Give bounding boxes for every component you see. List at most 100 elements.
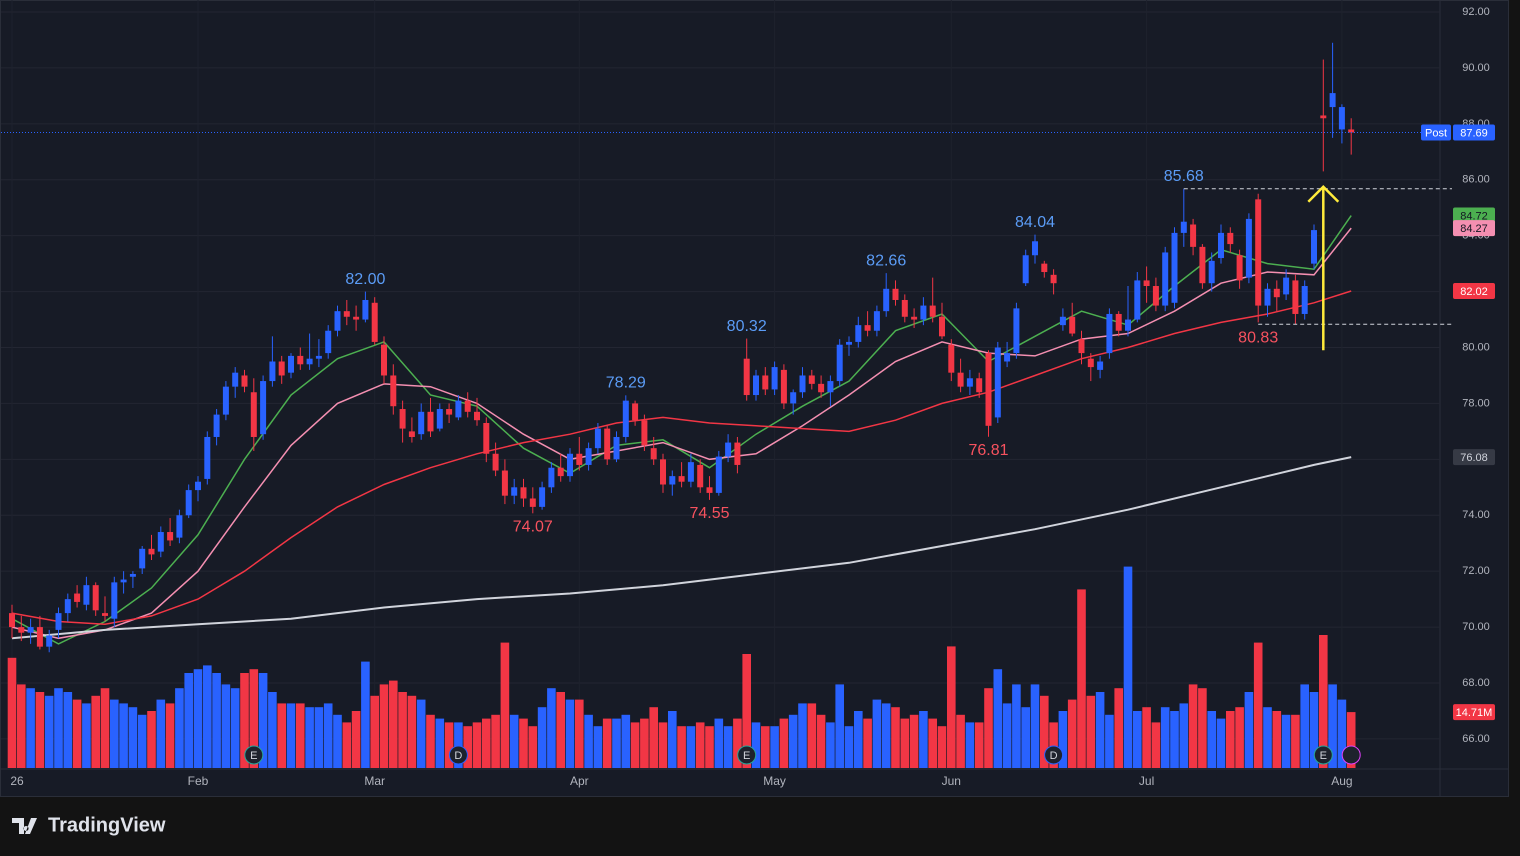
candle-body [1338, 107, 1345, 130]
post-label-box [1421, 124, 1451, 141]
post-label: Post [1425, 127, 1447, 139]
volume-bar [1300, 684, 1309, 768]
price-annotation: 85.68 [1164, 168, 1204, 185]
volume-bar [974, 722, 984, 768]
volume-bar [1142, 707, 1151, 768]
candle-body [734, 442, 741, 465]
candle-body [539, 487, 546, 507]
candle-body [669, 476, 676, 485]
volume-bar [258, 673, 268, 768]
volume-bar [361, 661, 370, 768]
volume-bar [937, 726, 947, 768]
volume-bar [695, 722, 705, 768]
candle-body [585, 448, 592, 465]
volume-bar [1030, 684, 1040, 768]
candle-body [278, 361, 285, 376]
volume-bar [761, 726, 770, 768]
volume-bar [1049, 722, 1058, 768]
volume-bar [537, 707, 547, 768]
volume-bar [993, 669, 1003, 768]
candle-body [604, 428, 611, 460]
volume-bar [1319, 635, 1328, 768]
price-label-box [1453, 704, 1495, 721]
x-tick-label: Mar [364, 774, 385, 788]
candle-body [36, 627, 43, 647]
volume-bar [7, 657, 17, 768]
candle-body [780, 369, 787, 404]
volume-bar [788, 714, 798, 768]
volume-bar [1337, 699, 1347, 768]
candle-body [1106, 313, 1113, 354]
event-label: E [1320, 750, 1327, 762]
y-tick-label: 70.00 [1462, 621, 1490, 633]
candle-body [222, 386, 229, 415]
candle-body [511, 487, 518, 496]
volume-bar [230, 688, 240, 768]
volume-bar [565, 699, 575, 768]
price-label: 84.27 [1460, 223, 1488, 235]
candle-body [929, 305, 936, 317]
volume-bar [1198, 688, 1207, 768]
volume-bar [44, 695, 54, 768]
volume-bar [658, 722, 668, 768]
candle-body [27, 627, 34, 633]
candle-body [650, 448, 657, 460]
candle-body [399, 409, 406, 429]
volume-bar [630, 722, 640, 768]
candle-body [46, 635, 53, 647]
volume-bar [1095, 692, 1105, 768]
y-tick-label: 80.00 [1462, 341, 1490, 353]
candle-body [818, 383, 825, 393]
candle-body [381, 344, 387, 376]
candle-body [1059, 316, 1066, 326]
candle-body [1050, 274, 1057, 284]
candle-body [204, 436, 211, 479]
volume-bar [779, 718, 789, 768]
price-annotation: 74.55 [689, 505, 729, 522]
volume-bar [342, 722, 352, 768]
brand-logo: TradingView [12, 814, 166, 836]
volume-bar [649, 707, 658, 768]
candle-body [855, 325, 862, 342]
candle-body [1329, 93, 1336, 108]
volume-bar [193, 669, 203, 768]
candle-body [64, 599, 71, 614]
candle-body [632, 403, 639, 421]
volume-bar [835, 684, 844, 768]
candle-body [613, 436, 620, 460]
candle-body [492, 453, 499, 471]
volume-bar [965, 722, 975, 768]
price-annotation: 82.66 [866, 252, 906, 269]
price-annotation: 80.32 [727, 318, 767, 335]
candle-body [911, 316, 918, 320]
volume-bar [407, 695, 417, 768]
volume-bar [556, 692, 565, 768]
volume-bar [100, 688, 110, 768]
candle-body [1041, 263, 1048, 273]
candle-body [920, 305, 927, 320]
x-tick-label: May [763, 774, 786, 788]
volume-bar [668, 711, 677, 768]
event-label: E [743, 750, 750, 762]
volume-bar [909, 714, 919, 768]
volume-bar [221, 684, 231, 768]
y-tick-label: 74.00 [1462, 509, 1490, 521]
candle-body [1115, 313, 1122, 331]
candle-body [976, 378, 983, 393]
candle-body [864, 325, 871, 331]
brand-name: TradingView [48, 814, 166, 836]
candle-body [622, 400, 629, 437]
volume-bar [705, 726, 714, 768]
candle-body [1283, 277, 1290, 295]
candle-body [157, 532, 164, 552]
volume-bar [249, 669, 259, 768]
volume-bar [1272, 711, 1282, 768]
candle-body [74, 593, 81, 602]
event-label: D [454, 750, 462, 762]
candle-body [1348, 129, 1355, 133]
volume-bar [35, 692, 45, 768]
candle-body [771, 367, 778, 390]
candle-body [1264, 288, 1271, 306]
candle-body [297, 355, 304, 365]
